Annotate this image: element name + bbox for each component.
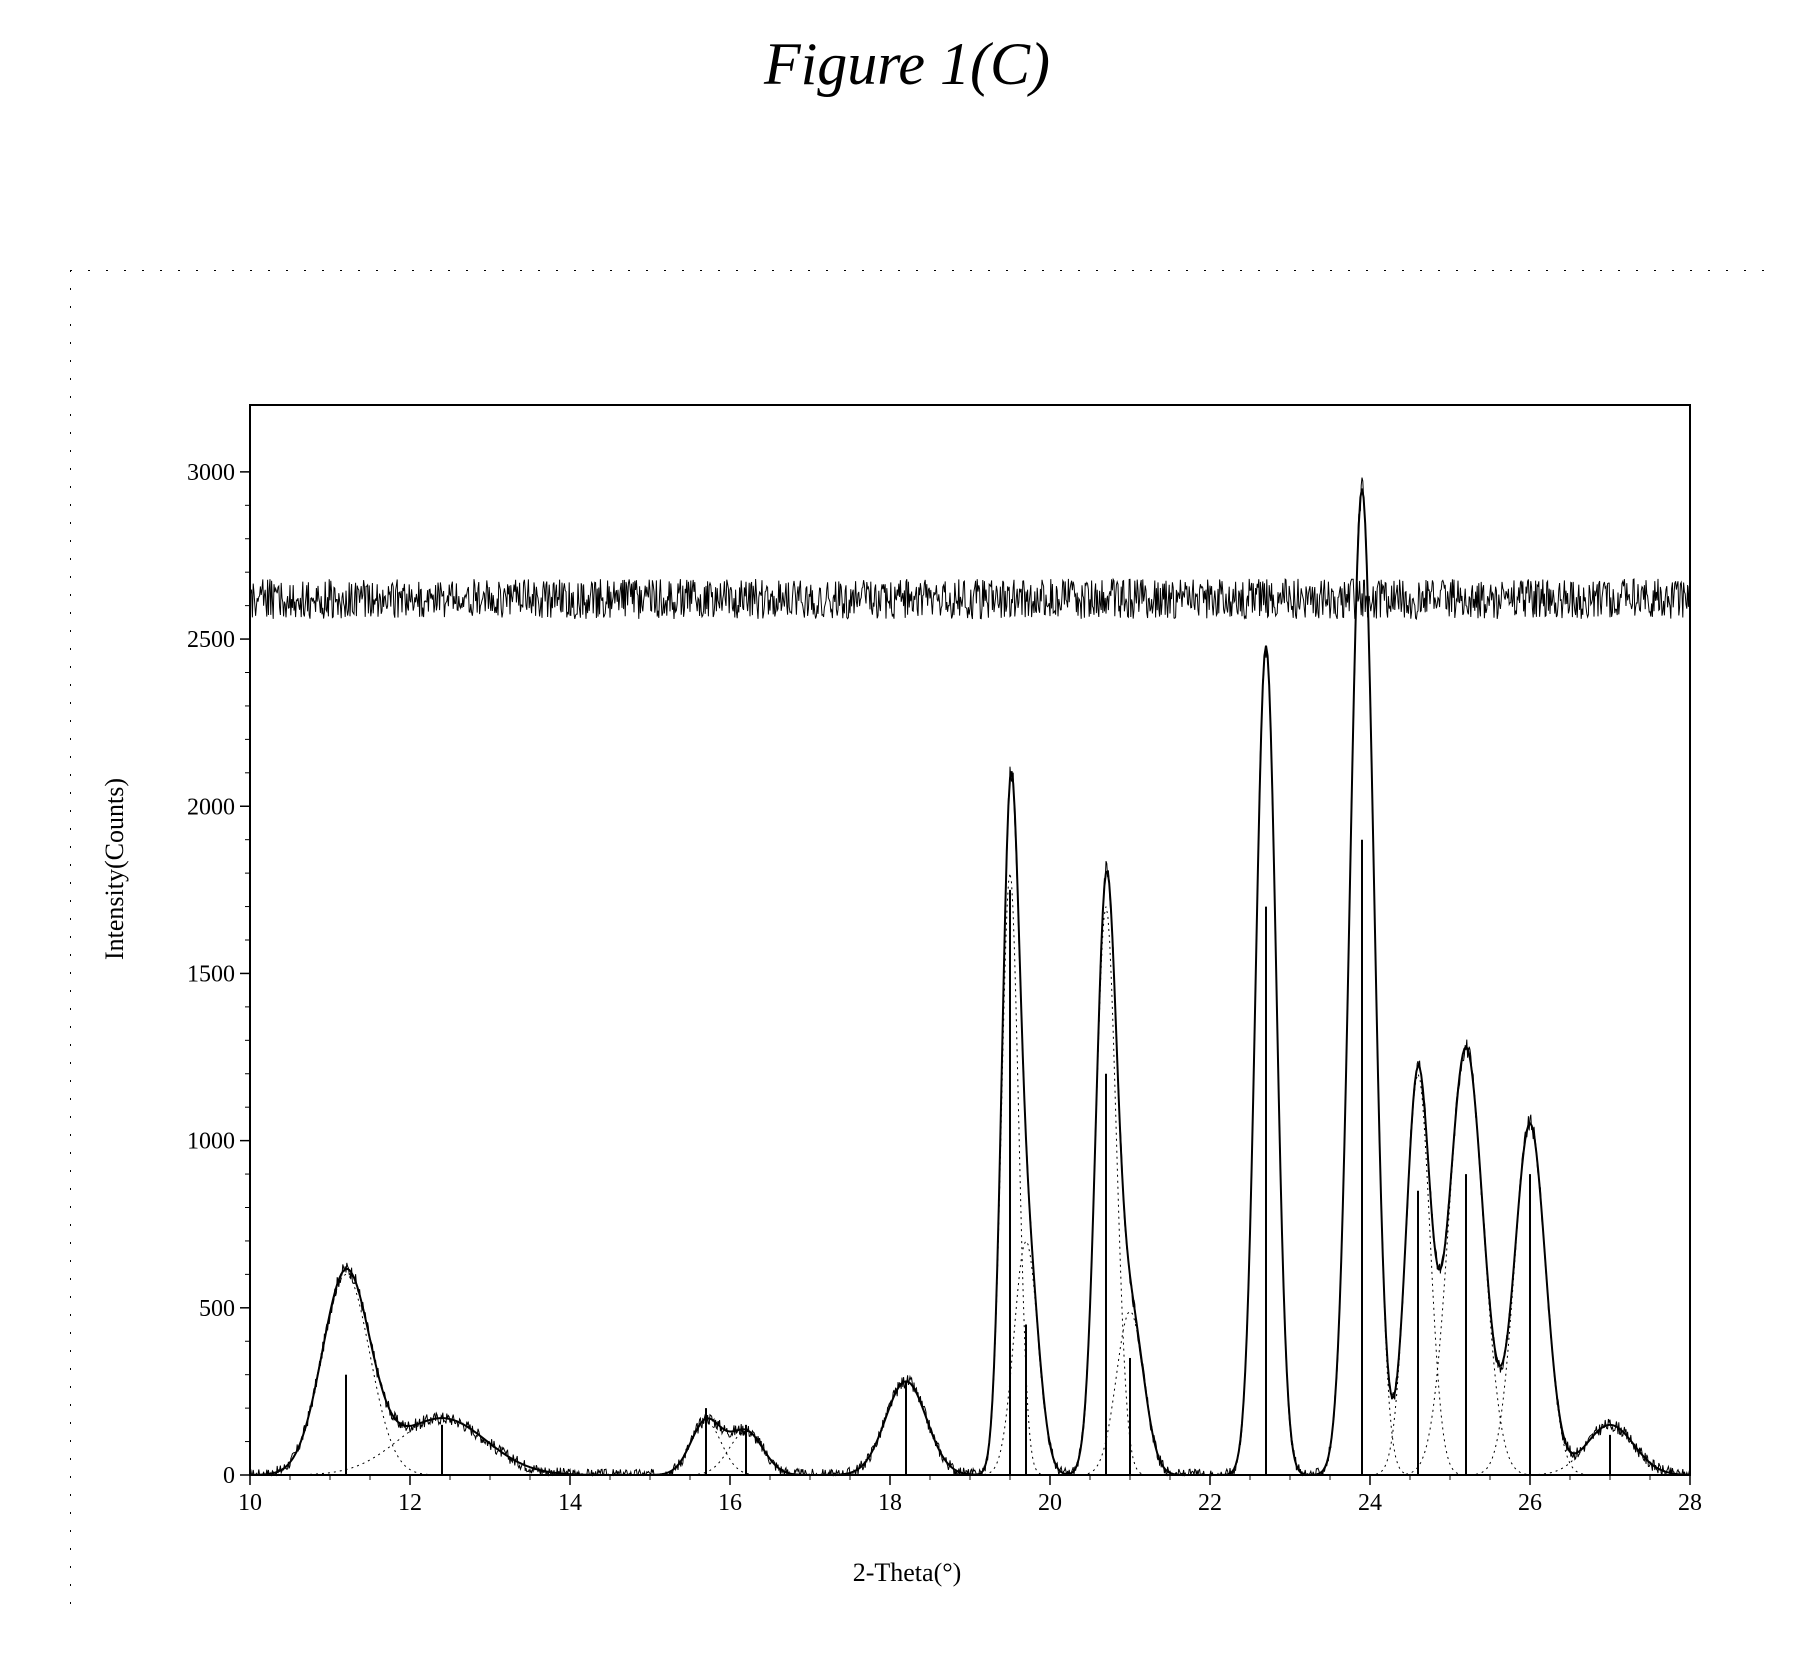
svg-text:28: 28: [1678, 1490, 1702, 1516]
svg-text:1000: 1000: [187, 1129, 235, 1155]
svg-text:2500: 2500: [187, 627, 235, 653]
svg-text:24: 24: [1358, 1490, 1382, 1516]
peak-fit: [250, 1274, 514, 1475]
svg-text:10: 10: [238, 1490, 262, 1516]
xrd-chart: 10 12 14 16 18 20 22 24 26 28 0 500 1000 1500 2000 2500…: [170, 395, 1710, 1535]
svg-text:26: 26: [1518, 1490, 1542, 1516]
y-axis-label: Intensity(Counts): [100, 778, 130, 960]
svg-text:3000: 3000: [187, 460, 235, 486]
svg-text:0: 0: [223, 1463, 235, 1489]
svg-text:1500: 1500: [187, 961, 235, 987]
observed-trace: [250, 478, 1690, 1475]
svg-text:14: 14: [558, 1490, 582, 1516]
svg-text:22: 22: [1198, 1490, 1222, 1516]
sum-fit-curve: [250, 489, 1690, 1475]
chart-svg: 10 12 14 16 18 20 22 24 26 28 0 500 1000 1500 2000 2500…: [170, 395, 1710, 1535]
page-root: Figure 1(C) Intensity(Counts) 2-Theta(°)…: [0, 0, 1814, 1677]
x-axis-label: 2-Theta(°): [0, 1558, 1814, 1588]
residual-trace: [250, 579, 1690, 619]
svg-text:20: 20: [1038, 1490, 1062, 1516]
svg-text:16: 16: [718, 1490, 742, 1516]
svg-text:500: 500: [199, 1296, 235, 1322]
svg-text:2000: 2000: [187, 794, 235, 820]
svg-text:18: 18: [878, 1490, 902, 1516]
svg-text:12: 12: [398, 1490, 422, 1516]
figure-title: Figure 1(C): [0, 30, 1814, 99]
